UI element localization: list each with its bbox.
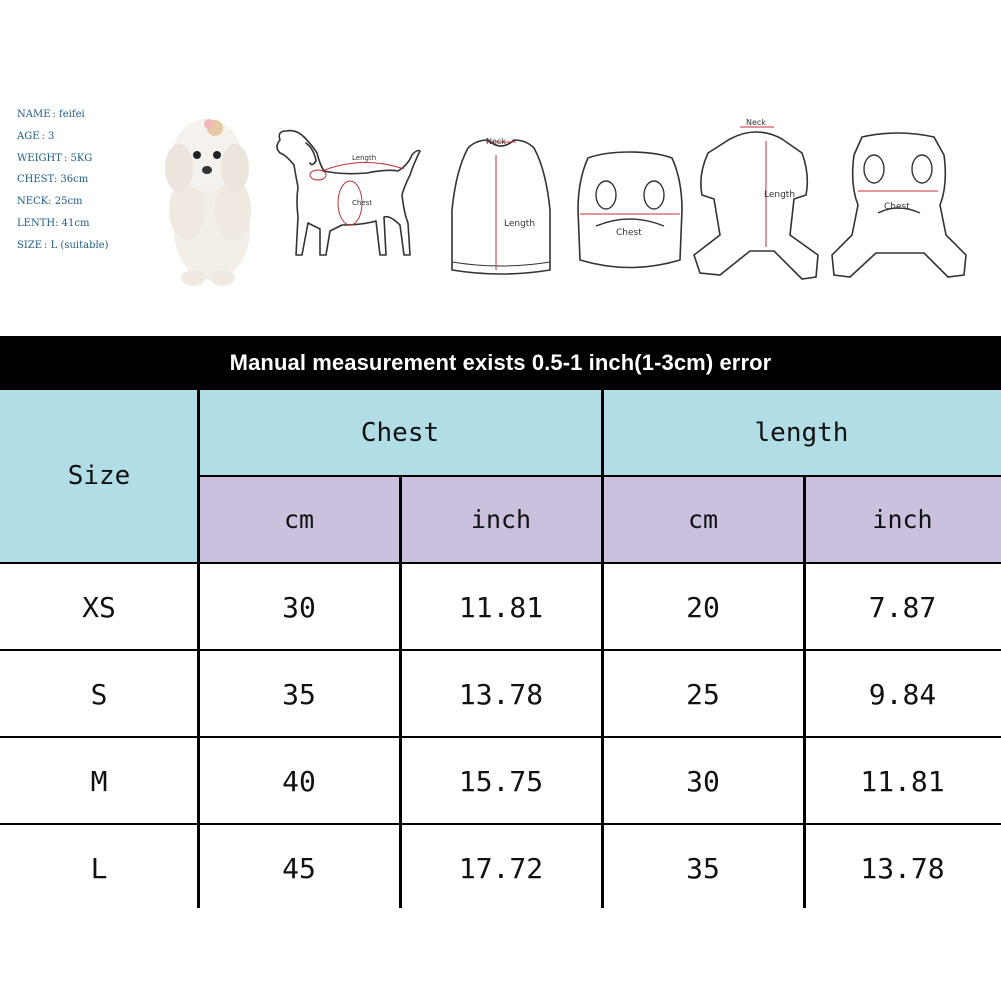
dog-chest: CHEST: 36cm xyxy=(17,174,89,186)
suit-front-diagram: Neck Length xyxy=(690,115,820,285)
suit-length-label: Length xyxy=(764,190,795,200)
chest-inch-header: inch xyxy=(400,476,602,562)
vest-back-diagram: Chest xyxy=(574,150,686,275)
chest-cm-cell: 40 xyxy=(282,764,316,798)
length-cm-cell: 30 xyxy=(686,764,720,798)
dog-length-label: Length xyxy=(352,154,376,162)
dog-age: AGE : 3 xyxy=(17,130,55,142)
vest-front-diagram: Neck Length xyxy=(446,130,556,280)
vest-neck-label: Neck xyxy=(486,137,506,146)
measurement-note-banner: Manual measurement exists 0.5-1 inch(1-3… xyxy=(0,336,1001,390)
chest-inch-cell: 15.75 xyxy=(458,764,544,798)
length-cm-header: cm xyxy=(602,476,804,562)
chest-cm-cell: 35 xyxy=(282,677,316,711)
dog-name: NAME : feifei xyxy=(17,109,85,120)
length-inch-cell: 9.84 xyxy=(868,677,937,711)
length-cm-cell: 20 xyxy=(686,590,720,624)
grid-line xyxy=(601,390,604,908)
dog-chest-label: Chest xyxy=(352,199,372,207)
dog-size: SIZE : L (suitable) xyxy=(17,239,109,251)
dog-photo xyxy=(157,110,255,290)
dog-weight: WEIGHT : 5KG xyxy=(17,152,93,164)
suit-chest-label: Chest xyxy=(884,202,910,212)
length-header: length xyxy=(602,390,1001,476)
chest-cm-cell: 45 xyxy=(282,851,316,885)
grid-line xyxy=(0,736,1001,738)
dog-measure-diagram: Length Chest xyxy=(272,125,427,265)
length-inch-cell: 7.87 xyxy=(868,590,937,624)
row-size-cell: M xyxy=(90,764,108,798)
length-inch-cell: 11.81 xyxy=(860,764,945,798)
chest-inch-cell: 13.78 xyxy=(458,677,544,711)
suit-back-diagram: Chest xyxy=(828,125,968,285)
grid-line xyxy=(0,649,1001,651)
grid-line xyxy=(0,823,1001,825)
row-size-cell: L xyxy=(90,851,108,885)
grid-line xyxy=(198,475,1001,477)
size-header: Size xyxy=(0,390,198,562)
chest-cm-cell: 30 xyxy=(282,590,316,624)
dog-length: LENTH: 41cm xyxy=(17,217,90,229)
row-size-cell: XS xyxy=(82,590,116,624)
chest-header: Chest xyxy=(198,390,602,476)
dog-info: NAME : feifei AGE : 3 WEIGHT : 5KG CHEST… xyxy=(17,108,157,261)
length-inch-header: inch xyxy=(804,476,1001,562)
chest-inch-cell: 11.81 xyxy=(458,590,544,624)
dog-neck: NECK: 25cm xyxy=(17,196,83,208)
vest-chest-label: Chest xyxy=(616,228,642,238)
length-inch-cell: 13.78 xyxy=(860,851,945,885)
grid-line xyxy=(197,390,200,908)
grid-line xyxy=(0,562,1001,564)
chest-cm-header: cm xyxy=(198,476,400,562)
length-cm-cell: 25 xyxy=(686,677,720,711)
row-size-cell: S xyxy=(90,677,108,711)
vest-length-label: Length xyxy=(504,219,535,229)
length-cm-cell: 35 xyxy=(686,851,720,885)
suit-neck-label: Neck xyxy=(746,118,766,127)
grid-line xyxy=(803,476,806,908)
chest-inch-cell: 17.72 xyxy=(458,851,544,885)
grid-line xyxy=(399,476,402,908)
